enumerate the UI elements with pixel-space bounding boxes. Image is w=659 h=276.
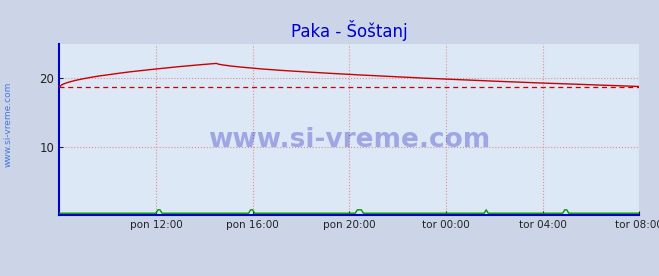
Text: www.si-vreme.com: www.si-vreme.com xyxy=(3,81,13,167)
Title: Paka - Šoštanj: Paka - Šoštanj xyxy=(291,20,407,41)
Text: www.si-vreme.com: www.si-vreme.com xyxy=(208,127,490,153)
